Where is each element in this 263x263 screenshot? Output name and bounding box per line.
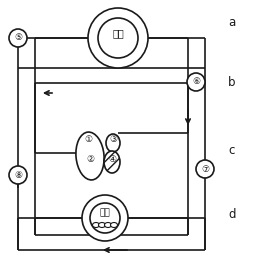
Text: c: c [228,144,234,156]
Text: ⑦: ⑦ [201,164,209,174]
Text: ⑧: ⑧ [14,170,22,180]
Circle shape [98,18,138,58]
Ellipse shape [104,151,120,173]
Ellipse shape [99,222,105,227]
Circle shape [88,8,148,68]
Circle shape [82,195,128,241]
Text: a: a [228,16,235,28]
Text: ⑥: ⑥ [192,78,200,87]
Circle shape [196,160,214,178]
Text: ⑤: ⑤ [14,33,22,43]
Text: d: d [228,209,235,221]
Text: ③: ③ [109,135,117,144]
Text: 肺泡: 肺泡 [112,28,124,38]
Circle shape [90,203,120,233]
Circle shape [9,29,27,47]
Circle shape [9,166,27,184]
Ellipse shape [76,132,104,180]
Ellipse shape [110,222,118,227]
Text: ④: ④ [108,154,116,164]
Text: ②: ② [86,155,94,164]
Text: b: b [228,75,235,89]
Text: ①: ① [84,135,92,144]
Ellipse shape [93,222,99,227]
Ellipse shape [106,134,120,152]
Circle shape [187,73,205,91]
Ellipse shape [104,222,112,227]
Text: 组织: 组织 [100,209,110,218]
